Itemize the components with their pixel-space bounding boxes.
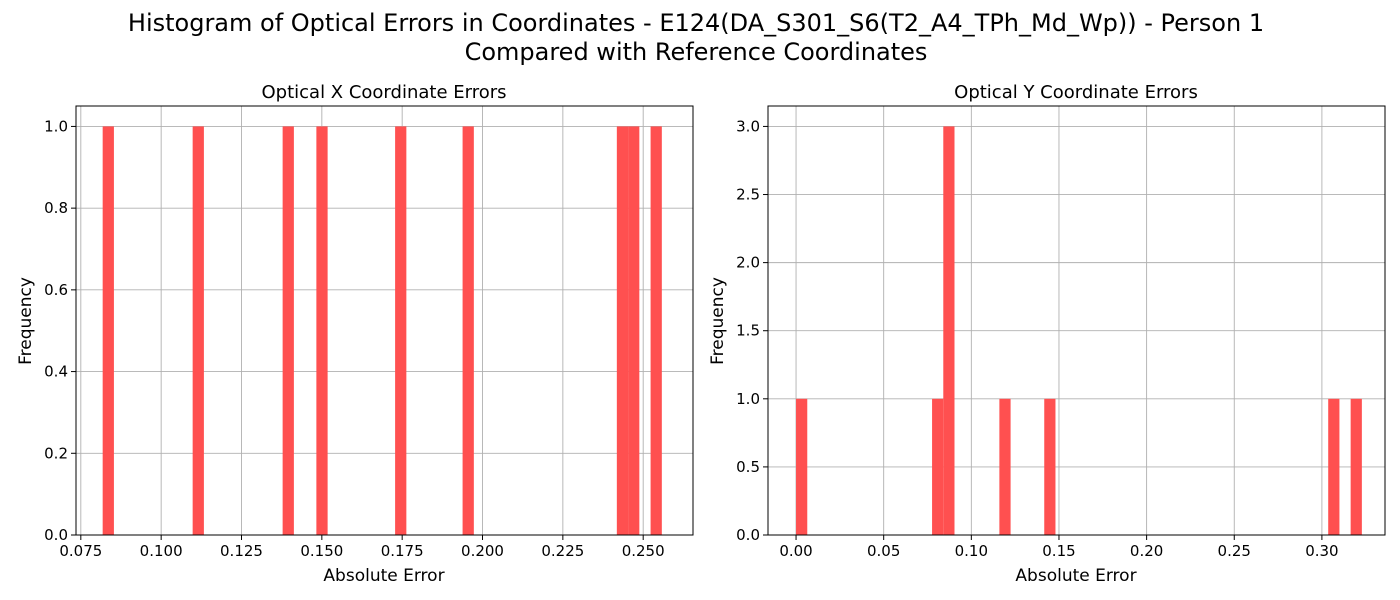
y-histogram-xtick-label-2: 0.10 <box>955 542 988 560</box>
y-histogram-bar-3 <box>999 398 1011 535</box>
x-error-histogram: Optical X Coordinate Errors Absolute Err… <box>16 82 694 586</box>
x-histogram-ytick-label-3: 0.6 <box>44 281 68 299</box>
x-histogram-bar-2 <box>282 126 294 535</box>
x-histogram-plot-area <box>76 106 693 535</box>
y-histogram-bar-2 <box>943 126 955 535</box>
y-histogram-ylabel: Frequency <box>708 277 728 365</box>
x-histogram-bar-3 <box>316 126 328 535</box>
x-histogram-bar-1 <box>192 126 204 535</box>
x-histogram-title: Optical X Coordinate Errors <box>261 82 506 103</box>
y-histogram-bar-4 <box>1044 398 1056 535</box>
y-histogram-bar-1 <box>932 398 944 535</box>
x-histogram-ylabel: Frequency <box>16 277 36 365</box>
y-histogram-bar-0 <box>796 398 808 535</box>
x-histogram-ytick-label-2: 0.4 <box>44 363 68 381</box>
x-histogram-frame <box>75 105 694 536</box>
x-histogram-xtick-label-5: 0.200 <box>461 542 504 560</box>
y-histogram-xtick-label-6: 0.30 <box>1305 542 1338 560</box>
y-histogram-ytick-label-5: 2.5 <box>736 186 760 204</box>
y-histogram-plot-area <box>768 106 1385 535</box>
x-histogram-xtick-label-0: 0.075 <box>59 542 102 560</box>
x-histogram-bar-8 <box>650 126 662 535</box>
x-histogram-ytick-label-1: 0.2 <box>44 444 68 462</box>
x-histogram-ytick-label-4: 0.8 <box>44 199 68 217</box>
x-histogram-xtick-label-3: 0.150 <box>300 542 343 560</box>
x-histogram-xtick-label-7: 0.250 <box>622 542 665 560</box>
y-histogram-ytick-label-1: 0.5 <box>736 458 760 476</box>
y-histogram-frame <box>767 105 1386 536</box>
x-histogram-ytick-label-0: 0.0 <box>44 526 68 544</box>
x-histogram-xlabel: Absolute Error <box>323 566 444 586</box>
x-histogram-bar-4 <box>395 126 407 535</box>
y-histogram-title: Optical Y Coordinate Errors <box>954 82 1198 103</box>
y-histogram-bar-6 <box>1350 398 1362 535</box>
y-histogram-xtick-label-1: 0.05 <box>867 542 900 560</box>
x-histogram-xtick-label-2: 0.125 <box>220 542 263 560</box>
x-histogram-xtick-label-6: 0.225 <box>541 542 584 560</box>
x-histogram-bar-6 <box>616 126 629 535</box>
x-histogram-ytick-label-5: 1.0 <box>44 117 68 135</box>
y-histogram-xtick-label-3: 0.15 <box>1042 542 1075 560</box>
y-histogram-ytick-label-4: 2.0 <box>736 254 760 272</box>
x-histogram-xtick-label-4: 0.175 <box>381 542 424 560</box>
figure-title-line-1: Histogram of Optical Errors in Coordinat… <box>128 9 1264 37</box>
figure-title-line-2: Compared with Reference Coordinates <box>465 38 928 66</box>
y-histogram-xtick-label-5: 0.25 <box>1218 542 1251 560</box>
y-histogram-ytick-label-6: 3.0 <box>736 117 760 135</box>
y-error-histogram: Optical Y Coordinate Errors Absolute Err… <box>708 82 1386 586</box>
y-histogram-bar-5 <box>1328 398 1340 535</box>
y-histogram-xtick-label-0: 0.00 <box>779 542 812 560</box>
x-histogram-bar-0 <box>102 126 114 535</box>
y-histogram-xtick-label-4: 0.20 <box>1130 542 1163 560</box>
x-histogram-bar-5 <box>462 126 474 535</box>
x-histogram-xtick-label-1: 0.100 <box>140 542 183 560</box>
y-histogram-xlabel: Absolute Error <box>1015 566 1136 586</box>
y-histogram-ytick-label-3: 1.5 <box>736 322 760 340</box>
x-histogram-bar-7 <box>628 126 640 535</box>
y-histogram-ytick-label-0: 0.0 <box>736 526 760 544</box>
y-histogram-ytick-label-2: 1.0 <box>736 390 760 408</box>
